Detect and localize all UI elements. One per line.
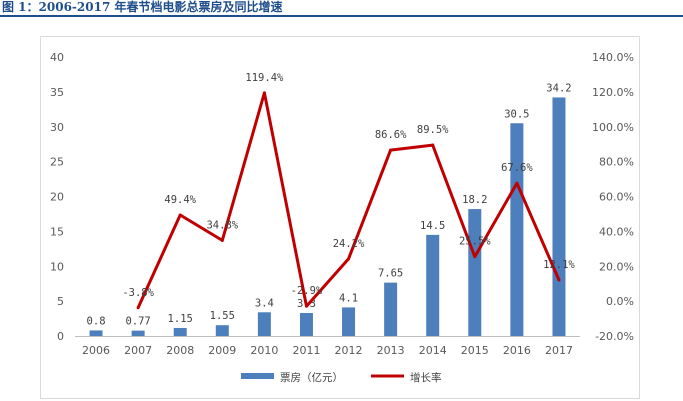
y-right-tick-label: -20.0% bbox=[595, 330, 634, 343]
bar-value-label: 34.2 bbox=[546, 82, 571, 94]
bar-box-office bbox=[173, 327, 187, 336]
x-tick-label: 2014 bbox=[419, 344, 447, 357]
growth-rate-label: 12.1% bbox=[543, 259, 575, 271]
y-right-tick-label: 0.0% bbox=[606, 295, 634, 308]
bar-box-office bbox=[426, 234, 440, 336]
growth-rate-point bbox=[136, 306, 140, 310]
bar-value-label: 1.55 bbox=[210, 310, 235, 322]
growth-rate-point bbox=[304, 304, 308, 308]
bar-box-office bbox=[89, 330, 103, 336]
bar-value-label: 30.5 bbox=[504, 108, 529, 120]
y-right-tick-label: 100.0% bbox=[592, 121, 634, 134]
bar-value-label: 4.1 bbox=[339, 292, 358, 304]
growth-rate-label: 86.6% bbox=[375, 129, 407, 141]
bar-box-office bbox=[299, 312, 313, 336]
y-left-tick-label: 40 bbox=[50, 51, 64, 64]
growth-rate-point bbox=[347, 257, 351, 261]
bar-value-label: 3.4 bbox=[255, 297, 274, 309]
y-left-tick-label: 10 bbox=[50, 260, 64, 273]
legend-line-label: 增长率 bbox=[410, 371, 442, 384]
growth-rate-label: 67.6% bbox=[501, 162, 533, 174]
y-left-tick-label: 0 bbox=[57, 330, 64, 343]
legend-bar-swatch bbox=[241, 373, 274, 379]
x-tick-label: 2008 bbox=[166, 344, 194, 357]
bar-value-label: 14.5 bbox=[420, 220, 445, 232]
growth-rate-label: 89.5% bbox=[417, 124, 449, 136]
growth-rate-point bbox=[389, 148, 393, 152]
bar-box-office bbox=[510, 123, 524, 336]
growth-rate-point bbox=[262, 91, 266, 95]
y-left-tick-label: 5 bbox=[57, 295, 64, 308]
growth-rate-label: 34.8% bbox=[206, 219, 238, 231]
x-tick-label: 2011 bbox=[292, 344, 320, 357]
x-tick-label: 2017 bbox=[545, 344, 573, 357]
bar-box-office bbox=[257, 312, 271, 336]
y-left-tick-label: 25 bbox=[50, 156, 64, 169]
bar-box-office bbox=[342, 307, 356, 336]
bar-value-label: 7.65 bbox=[378, 268, 403, 280]
legend-bar-label: 票房（亿元） bbox=[280, 371, 343, 384]
growth-rate-point bbox=[431, 143, 435, 147]
bar-value-label: 0.77 bbox=[125, 316, 150, 328]
growth-rate-label: 25.5% bbox=[459, 236, 491, 248]
y-right-tick-label: 80.0% bbox=[599, 156, 634, 169]
y-right-tick-label: 20.0% bbox=[599, 260, 634, 273]
bar-value-label: 18.2 bbox=[462, 194, 487, 206]
chart-panel bbox=[40, 36, 640, 399]
y-left-tick-label: 20 bbox=[50, 191, 64, 204]
bar-value-label: 0.8 bbox=[87, 315, 106, 327]
bar-box-office bbox=[384, 282, 398, 336]
x-tick-label: 2006 bbox=[82, 344, 110, 357]
growth-rate-point bbox=[473, 255, 477, 259]
bar-value-label: 1.15 bbox=[168, 313, 193, 325]
growth-rate-point bbox=[557, 278, 561, 282]
bar-box-office bbox=[552, 97, 566, 336]
x-tick-label: 2012 bbox=[335, 344, 363, 357]
x-tick-label: 2016 bbox=[503, 344, 531, 357]
y-left-tick-label: 35 bbox=[50, 86, 64, 99]
y-right-tick-label: 120.0% bbox=[592, 86, 634, 99]
bar-box-office bbox=[131, 330, 145, 336]
growth-rate-point bbox=[515, 181, 519, 185]
figure-title: 图 1：2006-2017 年春节档电影总票房及同比增速 bbox=[0, 0, 683, 17]
bar-box-office bbox=[468, 209, 482, 336]
y-right-tick-label: 40.0% bbox=[599, 225, 634, 238]
x-tick-label: 2007 bbox=[124, 344, 152, 357]
y-left-tick-label: 30 bbox=[50, 121, 64, 134]
y-right-tick-label: 140.0% bbox=[592, 51, 634, 64]
x-tick-label: 2013 bbox=[377, 344, 405, 357]
y-left-tick-label: 15 bbox=[50, 225, 64, 238]
growth-rate-point bbox=[220, 238, 224, 242]
y-right-tick-label: 60.0% bbox=[599, 191, 634, 204]
growth-rate-label: 24.2% bbox=[333, 238, 365, 250]
bar-box-office bbox=[215, 325, 229, 336]
growth-rate-label: -2.9% bbox=[291, 285, 323, 297]
growth-rate-label: 49.4% bbox=[164, 194, 196, 206]
growth-rate-label: -3.8% bbox=[122, 287, 154, 299]
growth-rate-point bbox=[178, 213, 182, 217]
growth-rate-line bbox=[136, 91, 561, 309]
growth-rate-label: 119.4% bbox=[245, 72, 284, 84]
x-tick-label: 2010 bbox=[250, 344, 278, 357]
x-tick-label: 2015 bbox=[461, 344, 489, 357]
x-tick-label: 2009 bbox=[208, 344, 236, 357]
